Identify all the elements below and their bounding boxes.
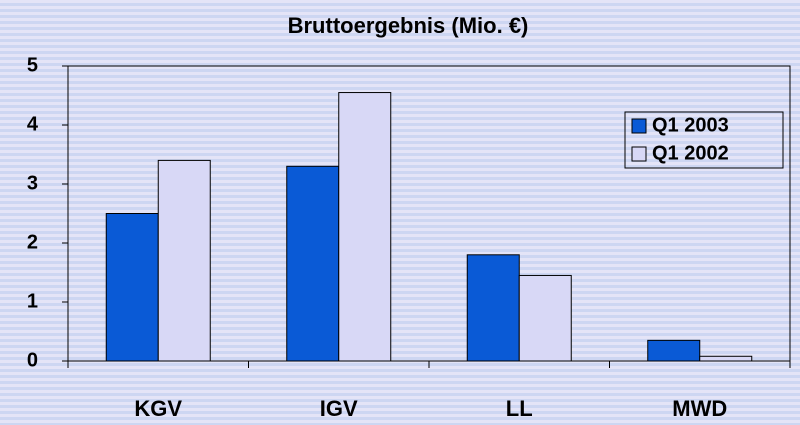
legend-label: Q1 2003 bbox=[652, 114, 729, 136]
x-tick-label: MWD bbox=[672, 396, 727, 421]
bar bbox=[647, 339, 701, 362]
y-tick-label: 1 bbox=[27, 290, 38, 312]
x-tick-label: KGV bbox=[134, 396, 182, 421]
x-tick-label: IGV bbox=[320, 396, 358, 421]
y-tick-label: 5 bbox=[27, 54, 38, 76]
y-tick-label: 0 bbox=[27, 349, 38, 371]
y-tick-label: 4 bbox=[27, 113, 39, 135]
bar bbox=[699, 355, 753, 362]
legend-swatch bbox=[631, 146, 647, 162]
bar bbox=[286, 165, 340, 362]
bar bbox=[518, 274, 572, 362]
legend-box bbox=[624, 111, 784, 169]
legend-label: Q1 2002 bbox=[652, 142, 729, 164]
y-tick-label: 3 bbox=[27, 172, 38, 194]
legend-swatch bbox=[631, 118, 647, 134]
chart-title: Bruttoergebnis (Mio. €) bbox=[288, 13, 529, 38]
y-tick-label: 2 bbox=[27, 231, 38, 253]
bar bbox=[105, 213, 159, 362]
x-tick-label: LL bbox=[506, 396, 533, 421]
bar bbox=[466, 254, 520, 362]
bar bbox=[338, 92, 392, 362]
bar bbox=[157, 159, 211, 362]
